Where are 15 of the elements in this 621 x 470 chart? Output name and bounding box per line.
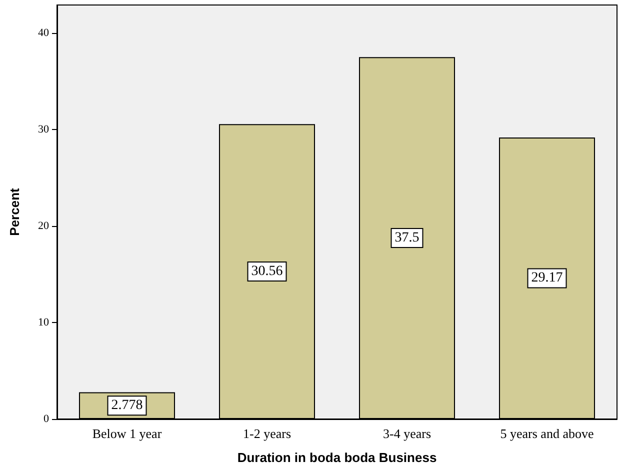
x-axis-title: Duration in boda boda Business: [237, 450, 437, 465]
y-tick-label: 0: [44, 413, 50, 425]
x-tick-label: Below 1 year: [92, 426, 162, 441]
data-label: 37.5: [394, 230, 420, 246]
y-tick-label: 30: [38, 123, 50, 136]
y-tick-label: 40: [38, 26, 50, 39]
x-tick-label: 1-2 years: [242, 426, 292, 441]
x-tick-label: 3-4 years: [382, 426, 432, 441]
data-label: 29.17: [531, 270, 563, 286]
data-label: 30.56: [251, 264, 283, 280]
y-tick-label: 10: [38, 316, 50, 328]
y-axis-title: Percent: [7, 187, 22, 236]
x-tick-label: 5 years and above: [500, 426, 594, 441]
data-label: 2.778: [111, 398, 143, 414]
y-tick-label: 20: [38, 220, 50, 232]
